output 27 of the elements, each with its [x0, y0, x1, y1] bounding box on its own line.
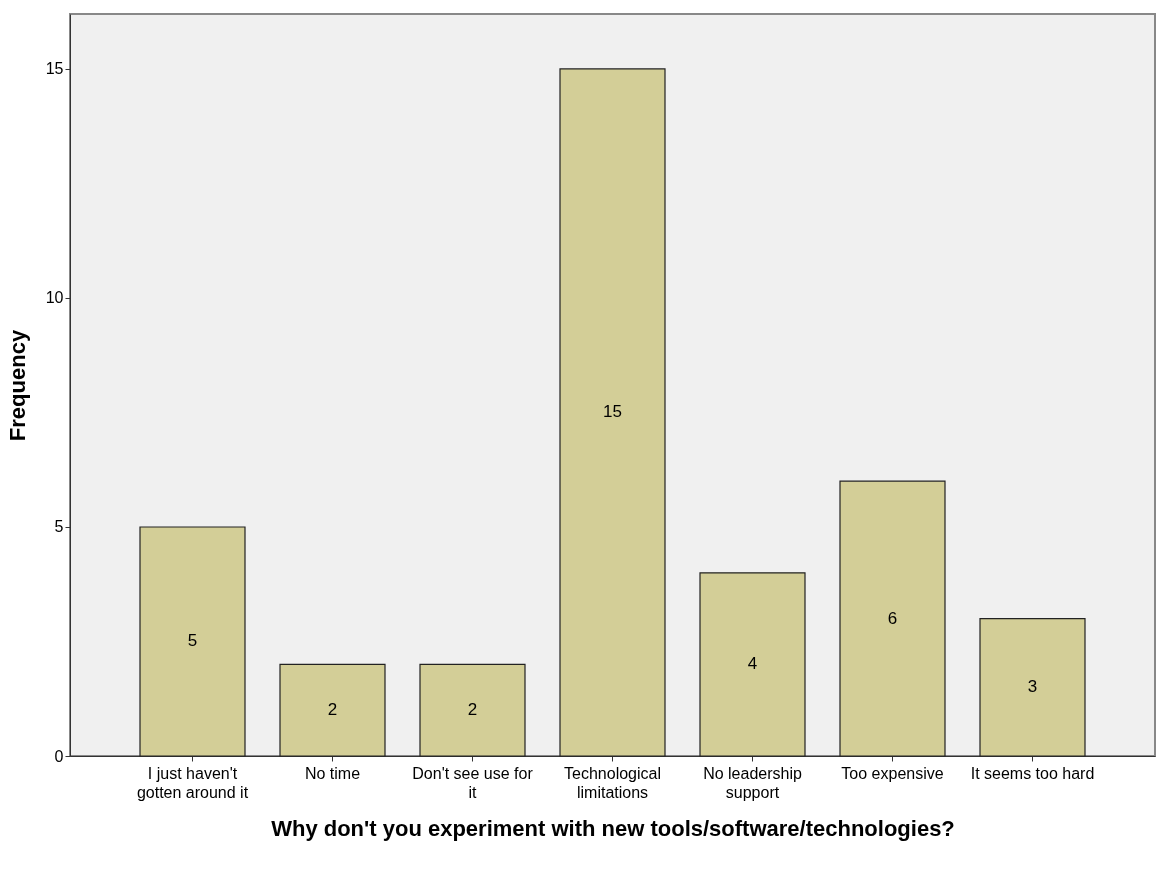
data-label: 2	[467, 700, 478, 720]
x-tick-label: No time	[304, 764, 361, 782]
bar	[419, 663, 526, 757]
data-label: 4	[747, 654, 758, 674]
x-tick-label: I just haven't gotten around it	[136, 764, 249, 801]
x-tick-label: Technological limitations	[564, 764, 661, 801]
bar	[139, 526, 246, 757]
bar	[559, 68, 666, 757]
data-label: 6	[887, 608, 898, 628]
data-label: 5	[187, 631, 198, 651]
x-tick-label: No leadership support	[703, 764, 802, 801]
bar	[839, 480, 946, 757]
data-label: 3	[1027, 677, 1038, 697]
bar	[699, 572, 806, 757]
bar	[979, 617, 1086, 757]
y-tick-label: 10	[45, 289, 64, 307]
bar	[279, 663, 386, 757]
x-tick-label: Too expensive	[841, 764, 944, 782]
data-label: 2	[327, 700, 338, 720]
x-tick-label: It seems too hard	[970, 764, 1095, 782]
x-axis-title: Why don't you experiment with new tools/software/technologies?	[271, 815, 955, 841]
y-axis-title: Frequency	[4, 329, 30, 442]
y-tick-label: 5	[54, 518, 64, 536]
x-tick-label: Don't see use for it	[412, 764, 534, 801]
data-label: 15	[603, 402, 622, 422]
y-tick-label: 15	[45, 60, 64, 78]
y-tick-label: 0	[54, 747, 64, 765]
